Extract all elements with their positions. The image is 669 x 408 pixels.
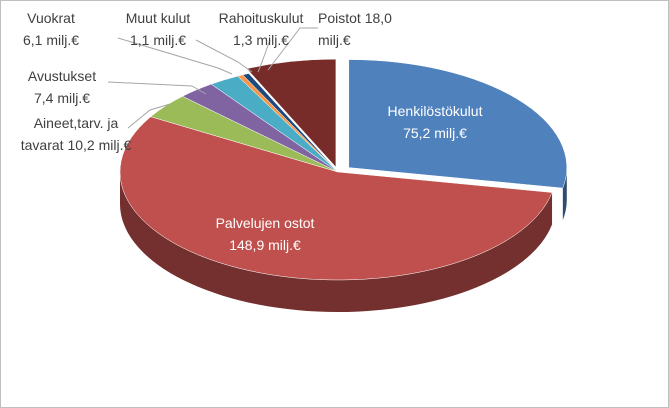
slice-side (120, 172, 553, 312)
category-label: Aineet,tarv. ja tavarat (20, 115, 119, 153)
leader-line (267, 27, 318, 71)
slice-label: Palvelujen ostot 148,9 milj.€ (180, 212, 350, 256)
slice (348, 59, 567, 189)
slice-label: Aineet,tarv. ja tavarat 10,2 milj.€ (12, 112, 140, 156)
slice-label: Vuokrat 6,1 milj.€ (2, 7, 100, 51)
category-label: Vuokrat (27, 10, 75, 26)
category-label: Palvelujen ostot (215, 215, 315, 231)
value-label: 148,9 milj.€ (229, 237, 301, 253)
slice-label: Henkilöstökulut 75,2 milj.€ (360, 100, 510, 144)
category-label: Poistot (318, 10, 361, 26)
leader-line (117, 37, 233, 75)
category-label: Avustukset (27, 68, 97, 84)
category-label: Rahoituskulut (218, 10, 304, 26)
leader-line (107, 81, 207, 95)
category-label: Muut kulut (125, 10, 191, 26)
slice (242, 73, 339, 173)
leader-line (195, 39, 253, 73)
slice-label: Rahoituskulut 1,3 milj.€ (206, 7, 316, 51)
slice-label: Muut kulut 1,1 milj.€ (110, 7, 206, 51)
value-label: 7,4 milj.€ (33, 90, 91, 106)
value-label: 18,0 milj.€ (318, 10, 392, 48)
value-label: 6,1 milj.€ (22, 32, 80, 48)
category-label: Henkilöstökulut (387, 103, 483, 119)
leader-line (257, 39, 271, 73)
slice-side (562, 167, 567, 221)
value-label: 1,1 milj.€ (129, 32, 187, 48)
slice-label: Poistot 18,0 milj.€ (318, 7, 414, 51)
leader-line (127, 103, 171, 129)
value-label: 75,2 milj.€ (403, 125, 467, 141)
value-label: 1,3 milj.€ (232, 32, 290, 48)
value-label: 10,2 milj.€ (67, 137, 132, 153)
slice (119, 116, 553, 281)
slice-label: Avustukset 7,4 milj.€ (14, 65, 110, 109)
